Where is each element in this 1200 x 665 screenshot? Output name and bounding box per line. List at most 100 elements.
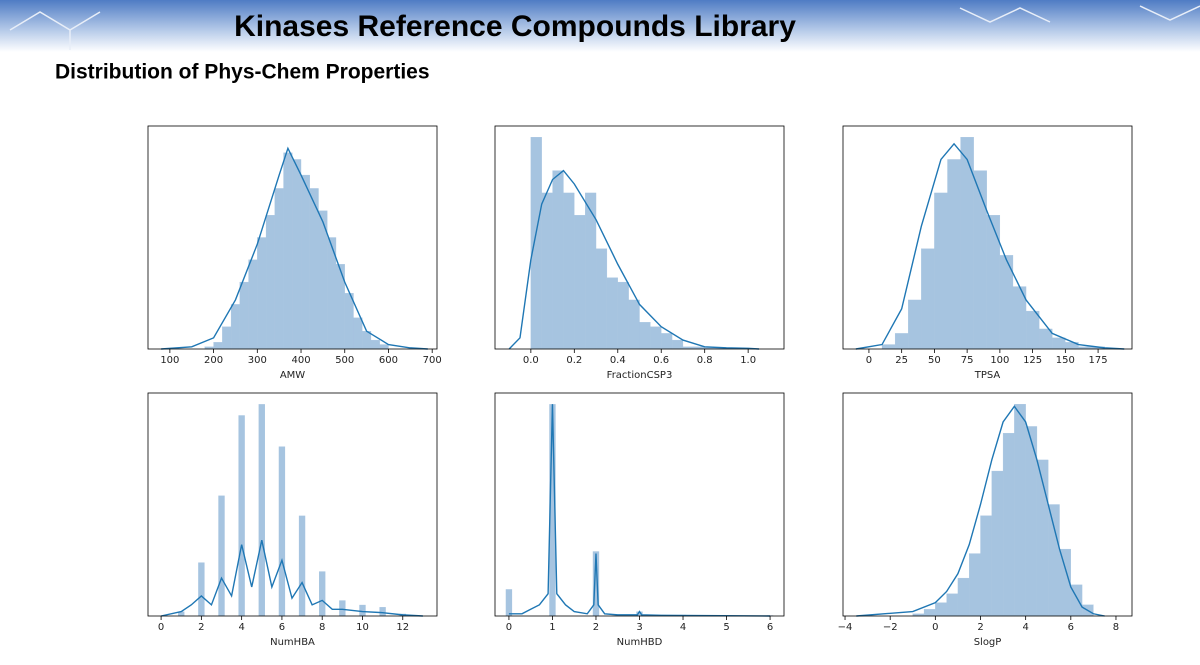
- histogram-bar: [257, 237, 267, 350]
- histogram-bar: [239, 281, 249, 350]
- x-tick-label: 6: [279, 622, 285, 633]
- histogram-bar: [265, 215, 275, 350]
- histogram-bar: [946, 593, 959, 617]
- x-tick-label: 0: [506, 622, 512, 633]
- histogram-bar: [213, 342, 223, 350]
- x-axis-label: SlogP: [974, 637, 1002, 648]
- page-subtitle: Distribution of Phys-Chem Properties: [55, 61, 430, 84]
- bar: [238, 415, 245, 616]
- x-tick-label: 25: [895, 355, 908, 366]
- x-tick-label: 0.4: [610, 355, 626, 366]
- histogram-bar: [292, 159, 302, 350]
- x-tick-label: 0.8: [697, 355, 713, 366]
- histogram-bar: [639, 322, 651, 350]
- x-tick-label: 0: [866, 355, 872, 366]
- header-decoration: [9, 5, 1200, 50]
- bar: [592, 551, 600, 616]
- histogram-bar: [552, 170, 564, 350]
- plot-frame: [842, 125, 1133, 350]
- histogram-bar: [908, 299, 922, 350]
- histogram-bar: [650, 326, 662, 350]
- histogram-bar: [563, 192, 575, 350]
- x-tick-label: 100: [990, 355, 1009, 366]
- histogram-bar: [300, 174, 310, 350]
- histogram-bar: [606, 277, 618, 350]
- histogram-bar: [1052, 337, 1066, 350]
- bar: [298, 515, 306, 616]
- chart: 0 25 50 75 100 125 150 175 TPSA: [842, 125, 1133, 381]
- histogram-bar: [574, 215, 586, 350]
- x-tick-label: 150: [1056, 355, 1075, 366]
- x-tick-label: 175: [1089, 355, 1108, 366]
- kde-line: [508, 404, 771, 617]
- kde-line: [508, 169, 760, 350]
- x-tick-label: 500: [335, 355, 354, 366]
- x-tick-label: 200: [204, 355, 223, 366]
- bar: [505, 589, 513, 616]
- x-axis-label: AMW: [280, 370, 305, 381]
- histogram-bar: [921, 248, 935, 350]
- x-axis-label: TPSA: [974, 370, 1001, 381]
- histogram-bar: [934, 192, 948, 350]
- bar: [636, 611, 643, 616]
- histogram-bar: [283, 152, 293, 350]
- x-tick-label: 2: [977, 622, 983, 633]
- histogram-bar: [617, 281, 629, 350]
- histogram-bar: [230, 304, 240, 350]
- histogram-bar: [957, 577, 970, 617]
- x-axis-label: FractionCSP3: [607, 370, 673, 381]
- histogram-bar: [923, 609, 936, 617]
- histogram-bar: [960, 136, 974, 350]
- x-tick-label: 300: [248, 355, 267, 366]
- x-tick-label: 400: [291, 355, 310, 366]
- x-tick-label: −4: [838, 622, 853, 633]
- x-tick-label: −2: [883, 622, 898, 633]
- histogram-bar: [530, 136, 542, 350]
- x-tick-label: 700: [423, 355, 442, 366]
- bar: [319, 571, 326, 616]
- histogram-bar: [353, 317, 363, 350]
- histogram-bar: [980, 515, 992, 617]
- chart: 0 1 2 3 4 5 6 NumHBD: [494, 392, 785, 648]
- bar: [258, 404, 265, 616]
- x-tick-label: 4: [1022, 622, 1028, 633]
- plot-frame: [494, 125, 785, 350]
- histogram-bar: [541, 192, 553, 350]
- bar: [278, 446, 286, 616]
- x-axis-label: NumHBD: [617, 637, 663, 648]
- plot-frame: [147, 125, 438, 350]
- page-title: Kinases Reference Compounds Library: [234, 10, 796, 43]
- x-tick-label: 50: [928, 355, 941, 366]
- x-tick-label: 6: [1068, 622, 1074, 633]
- x-tick-label: 1: [549, 622, 555, 633]
- x-tick-label: 3: [636, 622, 642, 633]
- histogram-bar: [222, 326, 232, 350]
- bar: [218, 495, 225, 616]
- x-tick-label: 8: [1113, 622, 1119, 633]
- plot-frame: [842, 392, 1133, 617]
- chart: 0.0 0.2 0.4 0.6 0.8 1.0 FractionCSP3: [494, 125, 785, 381]
- histogram-bar: [595, 248, 608, 350]
- x-tick-label: 6: [767, 622, 773, 633]
- histogram-bar: [661, 333, 673, 350]
- x-tick-label: 0.2: [566, 355, 582, 366]
- chart: −4 −2 0 2 4 6 8 SlogP: [838, 392, 1133, 648]
- histogram-bar: [628, 299, 640, 350]
- histogram-bar: [1048, 504, 1060, 617]
- x-tick-label: 75: [961, 355, 974, 366]
- bar: [379, 607, 386, 616]
- x-tick-label: 0.0: [523, 355, 539, 366]
- x-tick-label: 2: [198, 622, 204, 633]
- histogram-bar: [991, 470, 1004, 617]
- x-tick-label: 4: [238, 622, 244, 633]
- kde-line: [855, 142, 1125, 350]
- header-band: [0, 0, 1200, 52]
- x-tick-label: 5: [723, 622, 729, 633]
- x-tick-label: 125: [1023, 355, 1042, 366]
- x-tick-label: 2: [593, 622, 599, 633]
- x-tick-label: 1.0: [740, 355, 756, 366]
- histogram-bar: [1025, 310, 1040, 350]
- chart: 100 200 300 400 500 600 700 AMW: [147, 125, 442, 381]
- x-tick-label: 100: [160, 355, 179, 366]
